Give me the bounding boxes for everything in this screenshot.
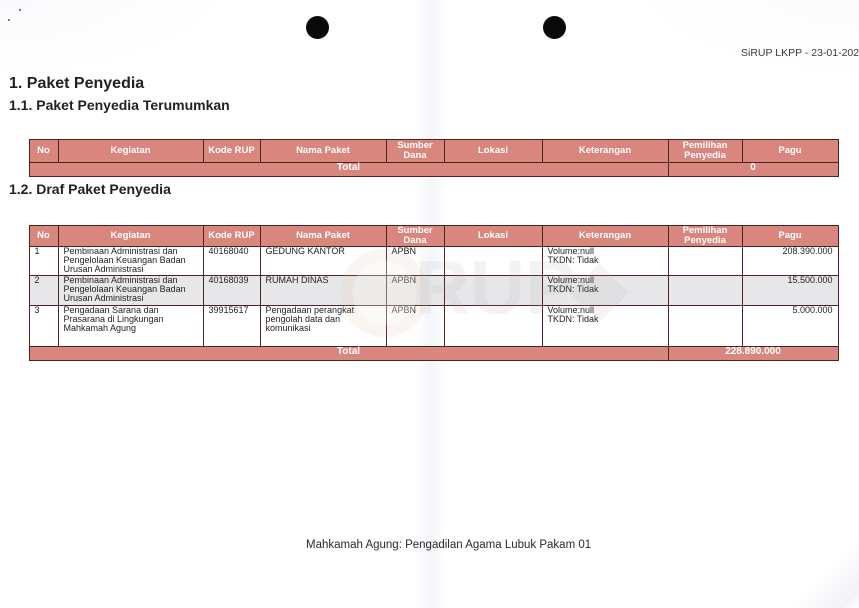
svg-text:RUP: RUP (415, 246, 576, 331)
